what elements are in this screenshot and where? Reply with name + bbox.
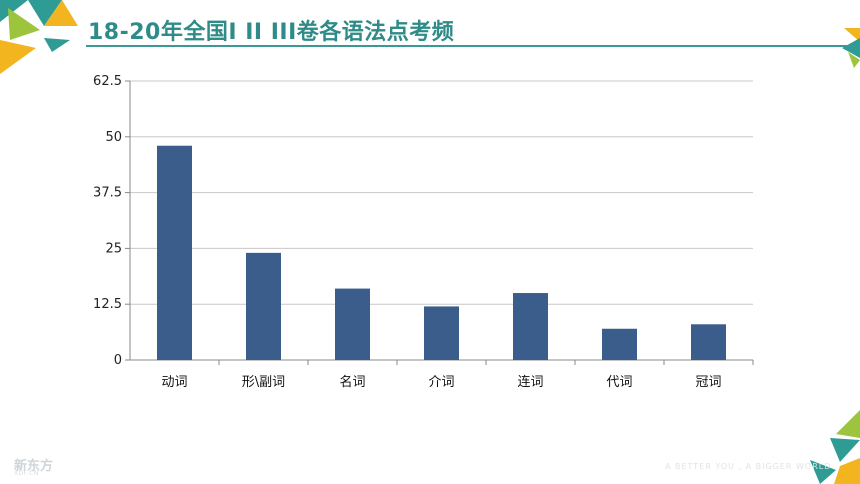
x-category-label: 形\副词 xyxy=(242,375,285,390)
footer-slogan: A BETTER YOU , A BIGGER WORLD xyxy=(665,462,832,471)
y-tick-label: 0 xyxy=(114,353,122,368)
bar xyxy=(691,324,726,360)
y-tick-labels: 0 12.5 25 37.5 50 62.5 xyxy=(93,74,122,368)
corner-decoration-top-left xyxy=(0,0,78,74)
slide-title: 18-20年全国I II III卷各语法点考频 xyxy=(88,20,455,45)
x-category-label: 冠词 xyxy=(695,375,721,390)
x-category-label: 介词 xyxy=(428,375,454,390)
y-tick-label: 50 xyxy=(105,130,122,145)
y-tick-label: 12.5 xyxy=(93,297,122,312)
bar xyxy=(424,306,459,360)
title-underline xyxy=(86,45,856,47)
bars xyxy=(157,145,726,360)
x-category-labels: 动词 形\副词 名词 介词 连词 代词 冠词 xyxy=(161,374,721,390)
corner-decoration-top-right xyxy=(842,28,860,68)
y-tick-label: 25 xyxy=(105,241,122,256)
bar xyxy=(335,288,370,360)
bar xyxy=(602,328,637,360)
footer-logo-subtext: XDF.CN xyxy=(14,470,39,477)
grid-lines xyxy=(130,80,753,305)
y-tick-label: 37.5 xyxy=(93,186,122,201)
x-category-label: 连词 xyxy=(517,374,543,390)
corner-decoration-bottom-right xyxy=(810,410,860,484)
x-category-label: 动词 xyxy=(161,375,187,390)
bar xyxy=(157,145,192,360)
footer-logo: 新东方 xyxy=(14,459,54,474)
y-tick-label: 62.5 xyxy=(93,74,122,89)
bar xyxy=(513,293,548,360)
x-category-label: 名词 xyxy=(339,374,365,390)
bar xyxy=(246,252,281,360)
x-category-label: 代词 xyxy=(606,375,632,390)
